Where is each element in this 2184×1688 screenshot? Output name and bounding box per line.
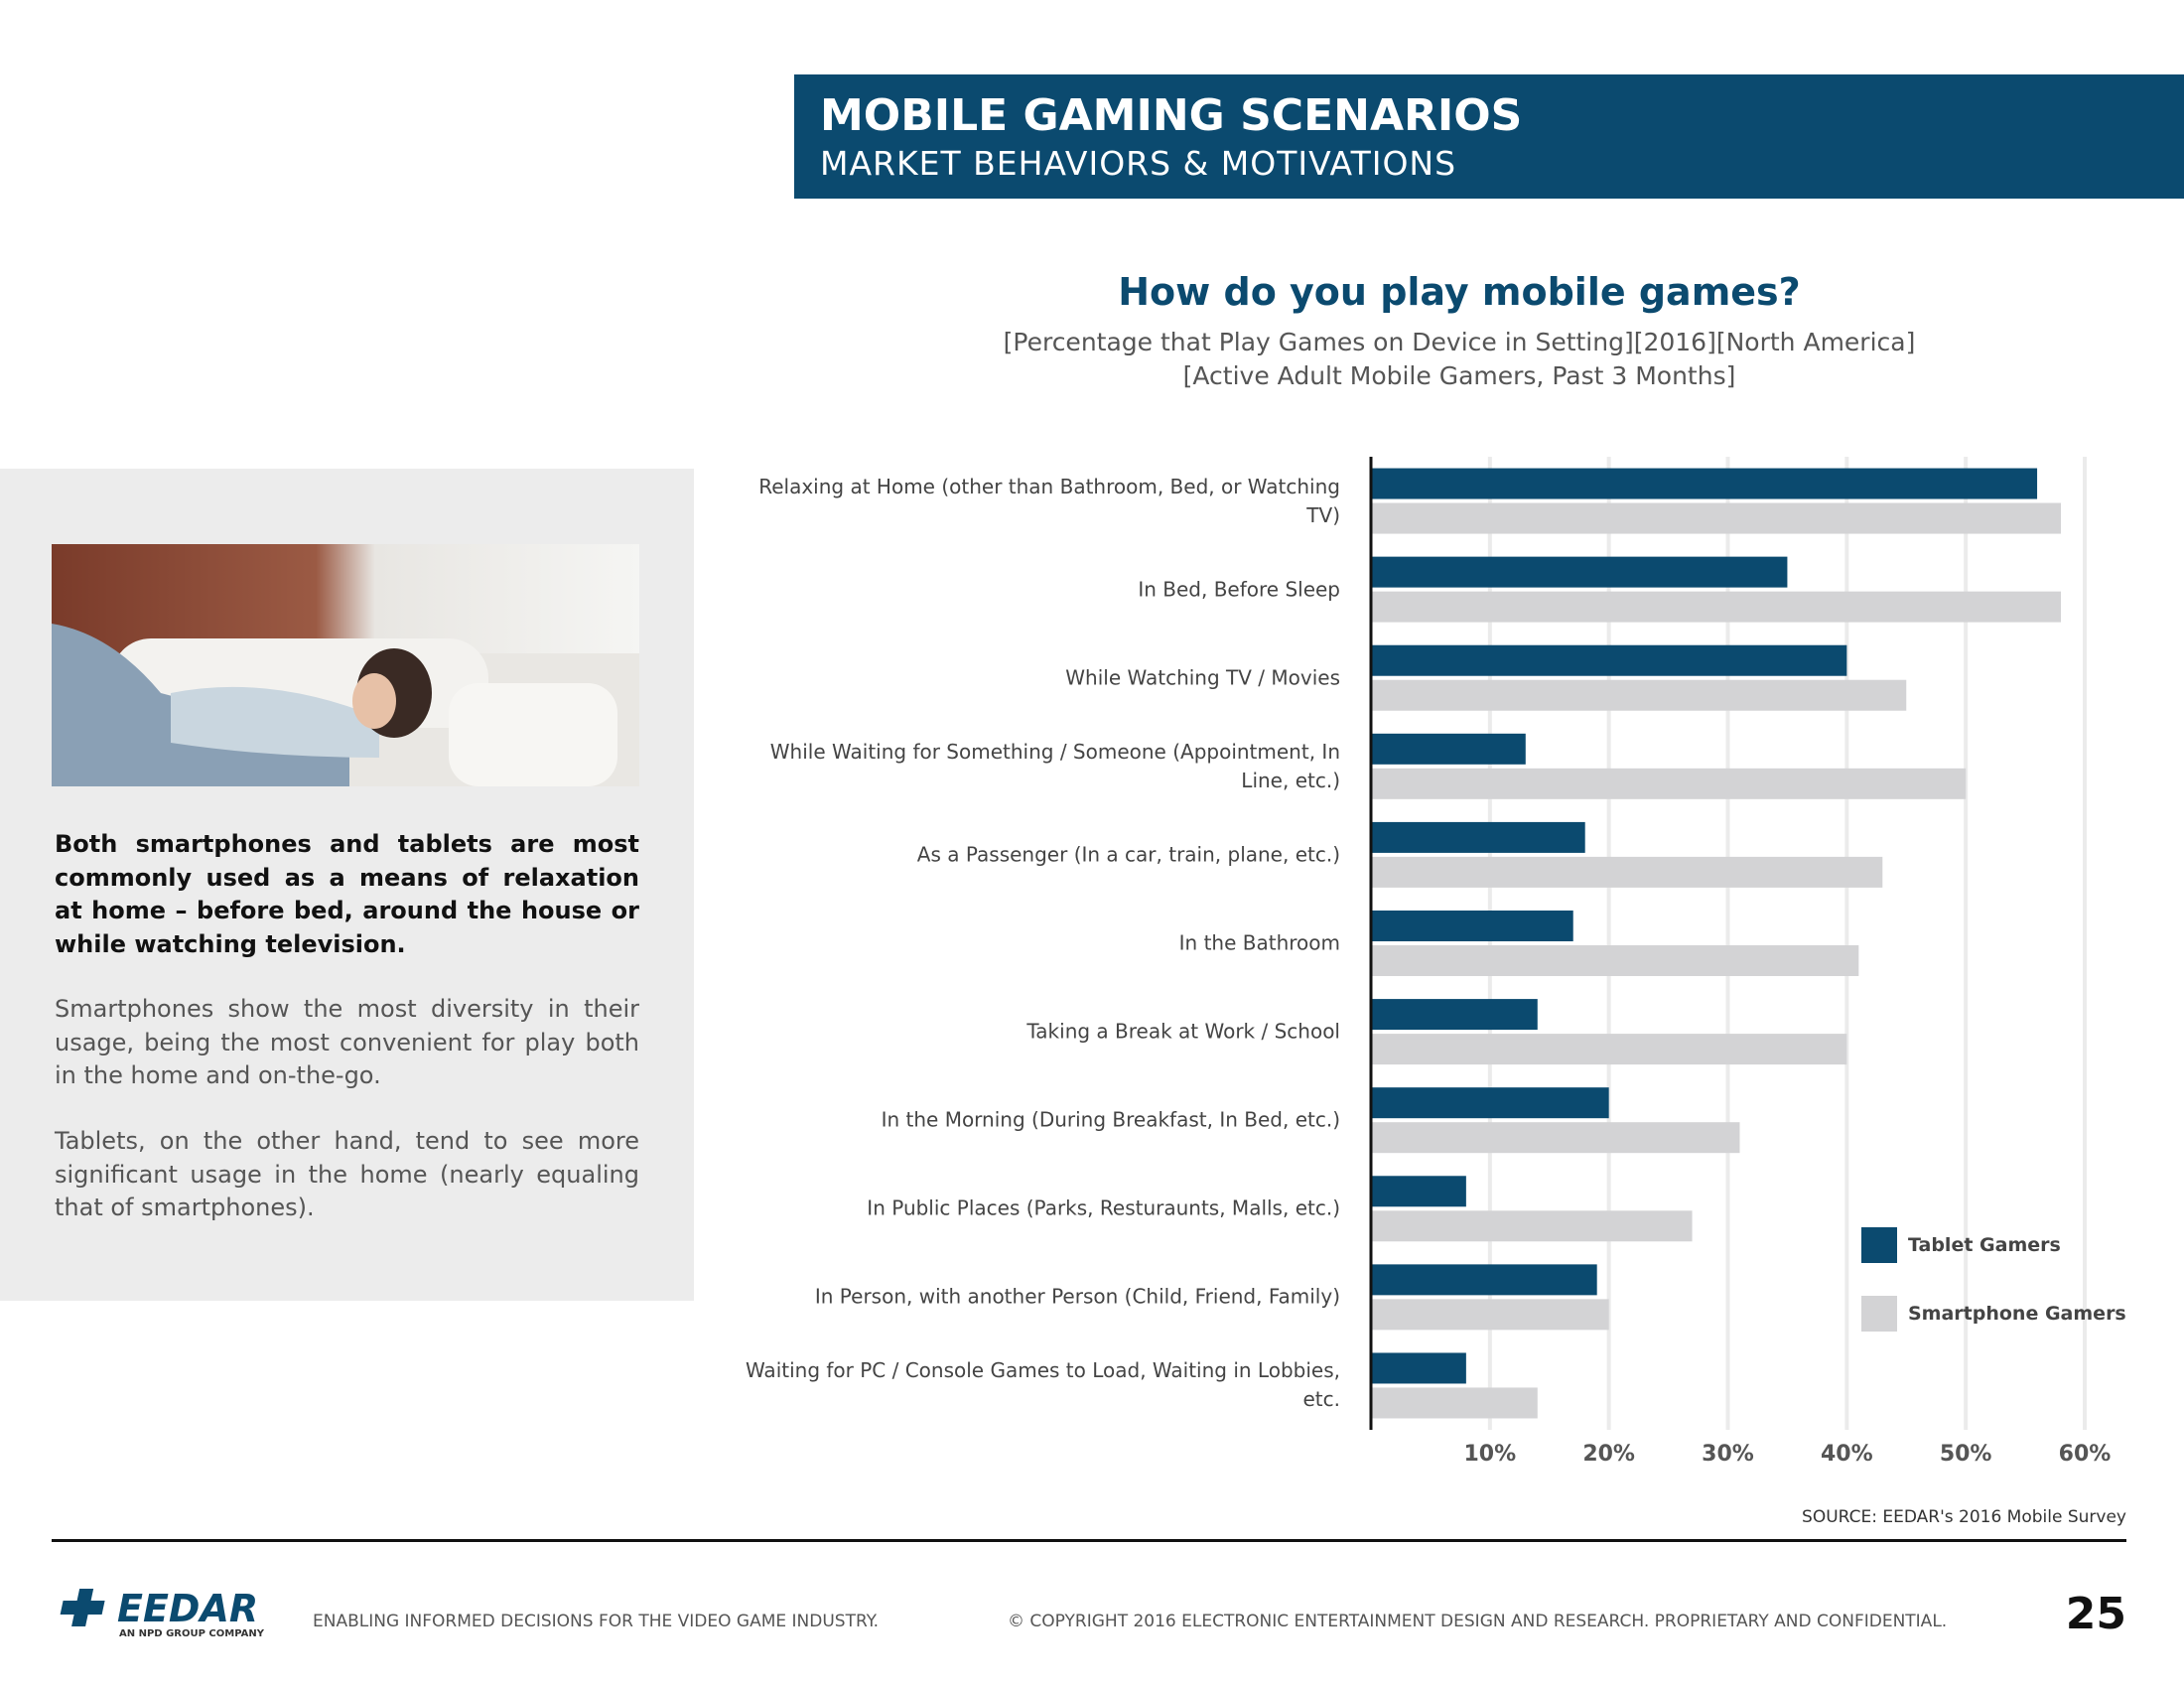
category-label: In Public Places (Parks, Resturaunts, Ma… [867,1196,1340,1220]
x-tick-label: 10% [1463,1442,1517,1467]
bar [1371,1299,1609,1331]
bar [1371,1210,1693,1242]
bar [1371,733,1526,765]
bar [1371,591,2062,623]
category-label: In the Morning (During Breakfast, In Bed… [881,1107,1340,1132]
sidebar-paragraph: Tablets, on the other hand, tend to see … [55,1127,639,1221]
bar [1371,821,1585,853]
subtitle-line: [Percentage that Play Games on Device in… [1003,328,1916,356]
x-tick-label: 60% [2058,1442,2112,1467]
bar [1371,1034,1847,1065]
copyright: © COPYRIGHT 2016 ELECTRONIC ENTERTAINMEN… [1008,1612,1948,1631]
x-tick-label: 50% [1939,1442,1992,1467]
category-label: As a Passenger (In a car, train, plane, … [916,842,1340,867]
sidebar-lead: Both smartphones and tablets are most co… [55,830,639,958]
legend-swatch [1861,1227,1897,1263]
bar [1371,1264,1597,1296]
bar [1371,644,1847,676]
bar [1371,1122,1740,1154]
sidebar-paragraph: Smartphones show the most diversity in t… [55,995,639,1089]
x-tick-label: 30% [1702,1442,1754,1467]
chart-subtitle: [Percentage that Play Games on Device in… [0,326,2184,393]
header-subtitle: MARKET BEHAVIORS & MOTIVATIONS [820,144,1457,183]
bar [1371,679,1907,711]
header-title: MOBILE GAMING SCENARIOS [820,90,1523,141]
category-label: In Bed, Before Sleep [1138,577,1340,602]
category-label: While Watching TV / Movies [1065,665,1340,690]
category-label: While Waiting for Something / Someone (A… [769,739,1340,792]
sidebar: Both smartphones and tablets are most co… [0,469,694,1301]
logo-text: EEDAR [117,1587,259,1630]
bar [1371,911,1573,941]
tagline: ENABLING INFORMED DECISIONS FOR THE VIDE… [313,1612,880,1631]
bar [1371,502,2062,534]
bar [1371,945,1859,976]
bar [1371,856,1883,888]
subtitle-line: [Active Adult Mobile Gamers, Past 3 Mont… [1182,361,1736,390]
bar [1371,1387,1538,1419]
category-label: In Person, with another Person (Child, F… [814,1284,1340,1309]
bar [1371,556,1788,588]
bar [1371,468,2038,499]
logo-sub: AN NPD GROUP COMPANY [119,1628,264,1639]
chart-title: How do you play mobile games? [1118,270,1801,314]
legend-label: Tablet Gamers [1908,1234,2061,1256]
logo-icon [60,1589,105,1626]
x-tick-label: 20% [1582,1442,1635,1467]
category-label: Taking a Break at Work / School [1026,1019,1340,1044]
x-tick-label: 40% [1820,1442,1873,1467]
legend-label: Smartphone Gamers [1908,1303,2126,1325]
page-number: 25 [2065,1589,2126,1639]
footer-rule [52,1539,2126,1542]
photo [52,544,639,786]
bar [1371,999,1538,1031]
category-label: Waiting for PC / Console Games to Load, … [745,1358,1340,1412]
bar [1371,1176,1466,1207]
category-label: Relaxing at Home (other than Bathroom, B… [758,474,1340,527]
category-label: In the Bathroom [1178,930,1340,955]
source: SOURCE: EEDAR's 2016 Mobile Survey [1802,1507,2126,1527]
bar [1371,1087,1609,1119]
bar [1371,1352,1466,1384]
bar [1371,768,1967,799]
legend-swatch [1861,1296,1897,1332]
header: MOBILE GAMING SCENARIOS MARKET BEHAVIORS… [794,74,2184,199]
